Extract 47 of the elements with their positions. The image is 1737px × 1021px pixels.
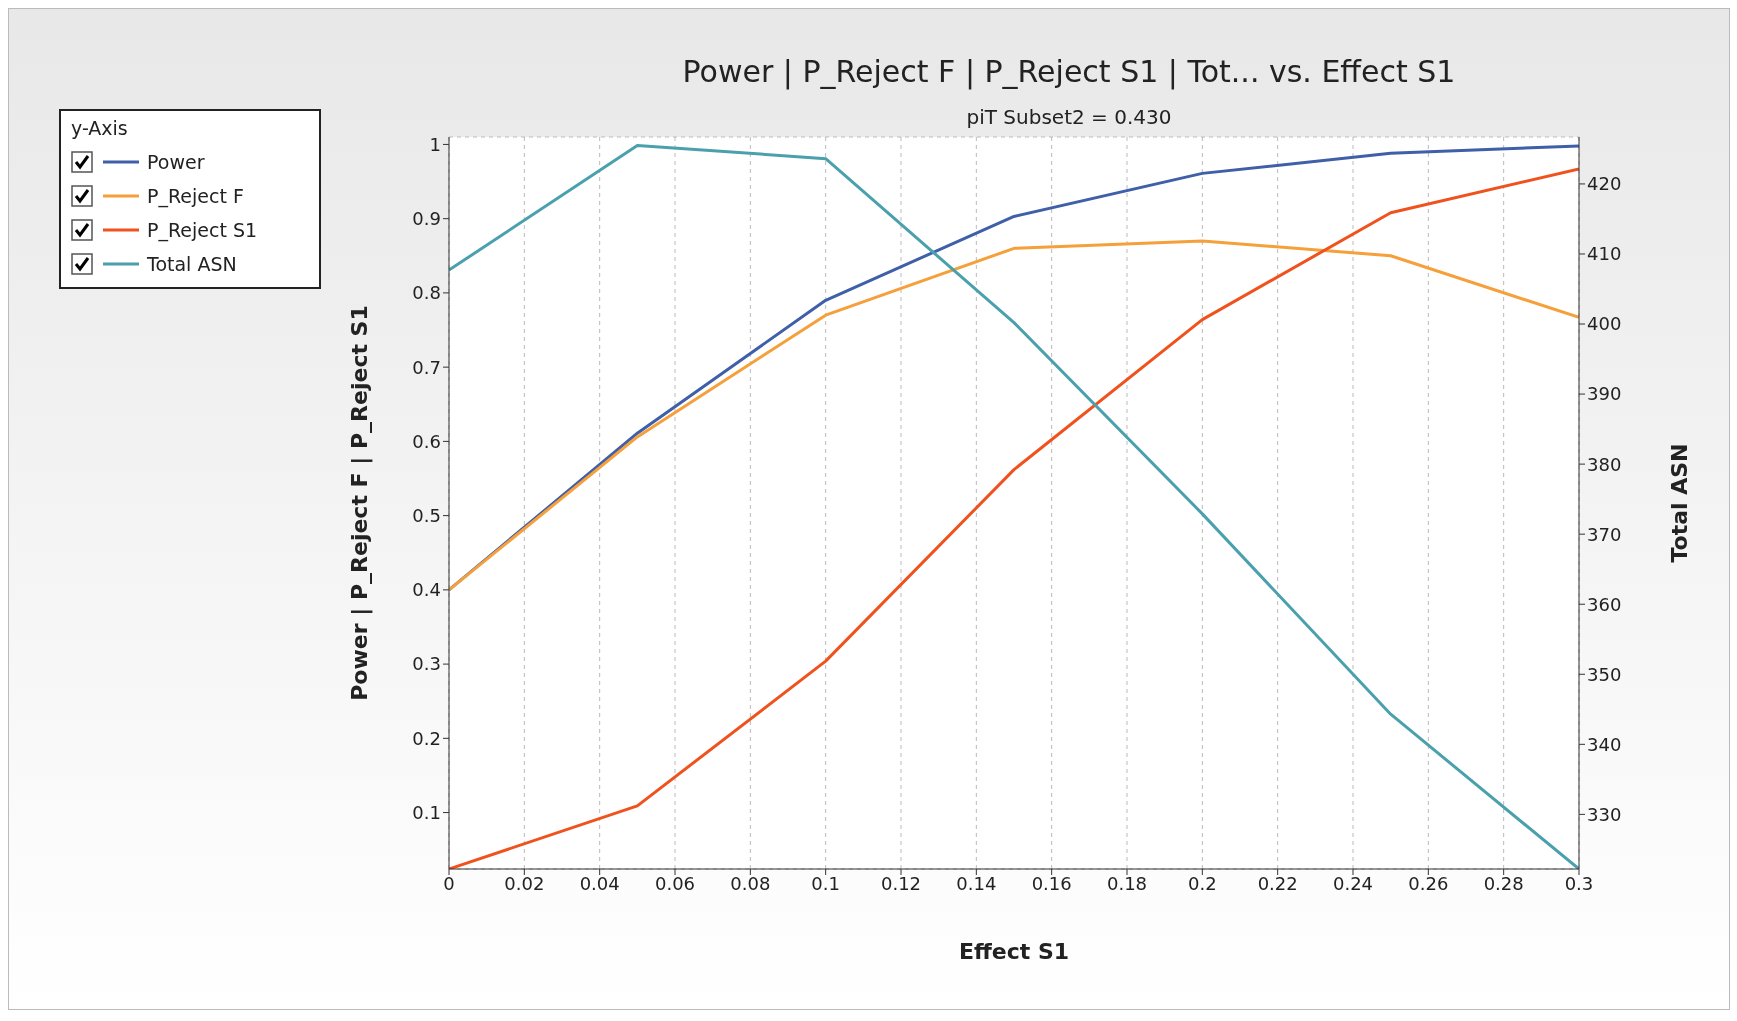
y2-tick-label: 330: [1587, 803, 1622, 825]
y-tick-label: 0.6: [412, 430, 441, 452]
y-tick-label: 0.3: [412, 653, 441, 675]
chart-title: Power | P_Reject F | P_Reject S1 | Tot... vs. Effect S1: [682, 54, 1456, 89]
x-tick-label: 0.06: [654, 872, 696, 894]
y2-tick-label: 340: [1587, 733, 1622, 755]
x-tick-label: 0.14: [956, 872, 997, 894]
y-tick-label: 0.4: [412, 579, 441, 601]
x-tick-label: 0.24: [1332, 872, 1374, 894]
x-tick-label: 0.12: [880, 872, 922, 894]
x-tick-label: 0.2: [1188, 872, 1217, 894]
y-tick-label: 0.2: [412, 727, 441, 749]
x-tick-label: 0.26: [1408, 872, 1449, 894]
x-tick-label: 0.1: [811, 872, 840, 894]
y2-tick-label: 360: [1587, 593, 1622, 615]
x-tick-label: 0.02: [504, 872, 545, 894]
line-series: [449, 239, 1579, 592]
y-tick-label: 1: [429, 133, 441, 155]
y2-axis-title: Total ASN: [1666, 443, 1692, 563]
legend-label: P_Reject F: [147, 185, 244, 207]
x-tick-label: 0.22: [1257, 872, 1298, 894]
y2-tick-label: 420: [1587, 173, 1622, 195]
x-tick-label: 0.16: [1031, 872, 1072, 894]
y2-tick-label: 400: [1587, 313, 1622, 335]
legend-label: P_Reject S1: [147, 219, 258, 241]
x-axis-title: Effect S1: [958, 939, 1070, 964]
y-tick-label: 0.7: [412, 356, 441, 378]
legend-label: Power: [147, 151, 205, 173]
x-tick-label: 0.18: [1106, 872, 1148, 894]
y-axis-title: Power | P_Reject F | P_Reject S1: [346, 305, 373, 701]
y2-tick-label: 410: [1587, 243, 1622, 265]
x-tick-label: 0.3: [1564, 872, 1594, 894]
y2-tick-label: 390: [1587, 383, 1622, 405]
y-tick-label: 0.5: [412, 505, 441, 527]
legend-label: Total ASN: [147, 253, 237, 275]
y-tick-label: 0.9: [412, 208, 441, 230]
x-tick-label: 0.08: [730, 872, 771, 894]
y2-tick-label: 350: [1587, 663, 1622, 685]
y-tick-label: 0.8: [412, 282, 441, 304]
x-tick-label: 0: [443, 872, 455, 894]
y2-tick-label: 370: [1587, 523, 1622, 545]
x-tick-label: 0.28: [1483, 872, 1524, 894]
chart-subtitle: piT Subset2 = 0.430: [966, 105, 1172, 129]
y-tick-label: 0.1: [412, 801, 441, 823]
y2-tick-label: 380: [1587, 453, 1622, 475]
legend-title: y-Axis: [71, 117, 129, 139]
x-tick-label: 0.04: [579, 872, 620, 894]
